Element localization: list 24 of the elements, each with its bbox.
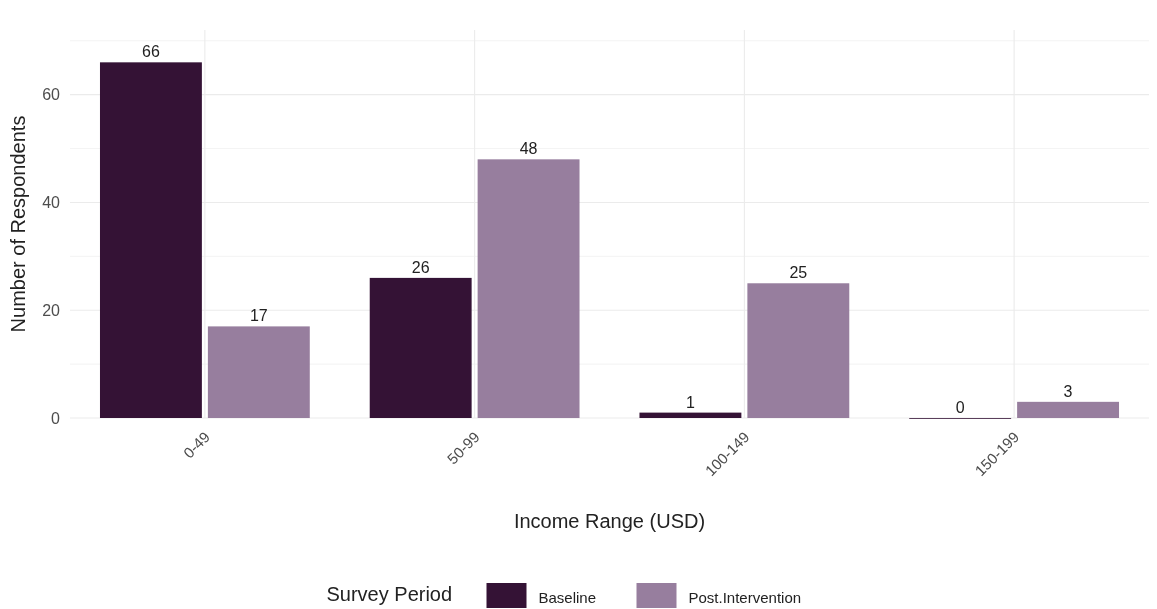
data-label: 66	[142, 43, 160, 61]
y-tick-label: 60	[42, 86, 61, 104]
bar	[639, 412, 742, 418]
data-label: 17	[249, 307, 268, 325]
data-label: 3	[1063, 382, 1073, 400]
y-tick-label: 20	[42, 301, 61, 319]
bar	[99, 62, 202, 418]
data-label: 48	[519, 140, 538, 158]
bar	[477, 159, 580, 418]
bar	[207, 326, 310, 418]
y-tick-label: 0	[51, 409, 61, 427]
y-axis-title: Number of Respondents	[7, 115, 29, 333]
legend-title: Survey Period	[326, 583, 453, 605]
bar	[369, 277, 472, 418]
y-tick-label: 40	[42, 194, 61, 212]
legend-label: Post.Intervention	[688, 589, 802, 606]
data-label: 1	[685, 393, 695, 411]
data-label: 25	[789, 264, 808, 282]
legend-label: Baseline	[538, 589, 597, 606]
bar	[1017, 401, 1120, 418]
x-axis-title: Income Range (USD)	[513, 510, 706, 532]
data-label: 0	[955, 399, 965, 416]
bar	[747, 283, 850, 418]
data-label: 26	[411, 258, 430, 276]
